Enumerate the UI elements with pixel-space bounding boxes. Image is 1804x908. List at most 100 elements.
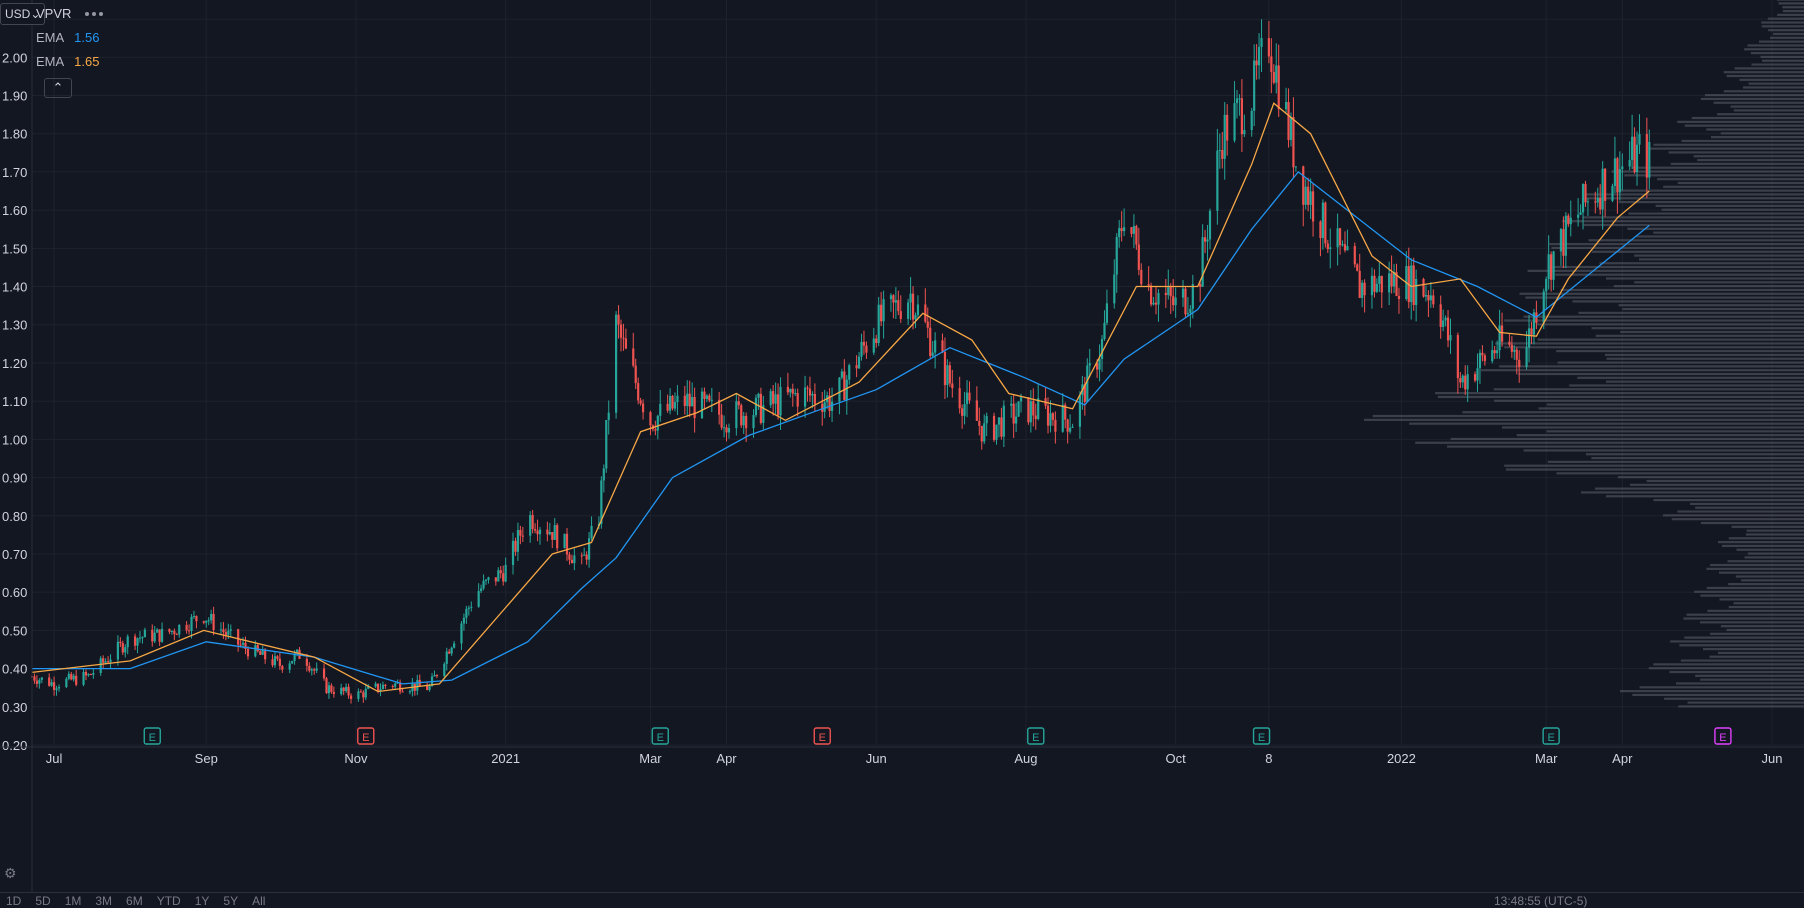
volume-profile-bar [1726,74,1804,78]
candle-body [219,629,223,631]
tf-3m[interactable]: 3M [95,894,113,908]
candle-body [1191,284,1194,309]
volume-profile-bar [1758,40,1804,43]
candle-body [914,315,917,320]
candle-body [224,632,227,635]
candle-body [1326,243,1329,250]
candle-body [305,658,308,666]
gear-icon[interactable]: ⚙ [4,865,17,881]
candle-body [1424,294,1428,297]
volume-profile-bar [1709,655,1804,658]
volume-profile-bar [1741,579,1804,582]
volume-profile-bar [1700,521,1804,525]
volume-profile-bar [1684,636,1804,639]
tf-5d[interactable]: 5D [35,894,51,908]
more-dots-icon[interactable] [85,12,104,16]
earnings-marker[interactable]: E [651,727,669,745]
volume-profile-bar [1551,246,1804,250]
earnings-marker[interactable]: E [357,727,375,745]
candle-body [941,340,944,353]
earnings-marker[interactable]: E [1542,727,1560,745]
candle-body [229,629,232,631]
candle-body [951,383,954,389]
volume-profile-bar [1699,621,1804,624]
candle-body [381,684,385,690]
currency-selector[interactable]: USD⌄ [0,3,46,25]
legend-ema-fast[interactable]: EMA 1.56 [36,26,103,50]
candle-body [158,629,161,642]
candle-body [1356,264,1359,271]
volume-profile-bar [1777,13,1804,16]
earnings-marker[interactable]: E [143,727,161,745]
candle-body [261,649,264,655]
candle-body [72,675,75,680]
candle-body [907,302,910,319]
earnings-marker[interactable]: E [1714,727,1732,745]
volume-profile-bar [1617,476,1804,479]
ema-fast-value: 1.56 [74,30,100,45]
volume-profile-bar [1697,158,1804,162]
tf-6m[interactable]: 6M [126,894,143,908]
collapse-legend-button[interactable]: ⌃ [44,78,72,98]
volume-profile-bar [1595,334,1804,337]
volume-profile-bar [1718,571,1804,574]
volume-profile-bar [1501,426,1804,429]
volume-profile-bar [1462,411,1804,414]
candle-body [877,304,880,344]
candle-body [1253,60,1256,111]
candle-body [322,668,326,679]
candle-body [602,468,605,481]
candle-body [934,340,937,353]
candle-body [1238,98,1241,100]
time-tick-label: Jun [866,751,887,766]
volume-profile-bar [1717,651,1804,655]
volume-profile-bar [1747,552,1804,555]
volume-profile-bar [1687,701,1804,704]
candle-body [786,386,789,393]
candle-body [531,515,534,530]
volume-profile-bar [1727,560,1804,563]
volume-profile-bar [1691,116,1804,120]
candle-body [57,686,61,689]
volume-profile-bar [1761,21,1804,24]
legend-ema-slow[interactable]: EMA 1.65 [36,50,103,74]
candle-body [359,691,362,693]
candle-body [1476,368,1479,381]
earnings-marker[interactable]: E [1252,727,1271,745]
candle-body [293,653,296,661]
candle-body [504,564,507,582]
tf-ytd[interactable]: YTD [156,894,181,908]
candle-body [514,540,517,552]
candle-body [170,630,173,632]
candle-body [362,692,365,698]
tf-1d[interactable]: 1D [6,894,22,908]
candle-body [1611,185,1614,201]
candle-body [1267,38,1270,57]
candle-body [556,525,559,549]
candle-body [1098,358,1101,370]
candle-body [1618,169,1621,193]
candle-body [794,393,797,395]
candle-body [872,338,875,353]
candle-body [1336,228,1339,248]
candle-body [401,691,404,693]
candle-body [1515,349,1518,360]
tf-1y[interactable]: 1Y [194,894,210,908]
volume-profile-bar [1720,132,1804,135]
tf-1m[interactable]: 1M [64,894,82,908]
candle-body [1118,228,1121,237]
tf-5y[interactable]: 5Y [223,894,239,908]
candle-body [254,645,257,657]
volume-profile-bar [1675,682,1804,685]
tf-all[interactable]: All [252,894,266,908]
candle-body [347,686,350,696]
candle-body [916,304,920,316]
volume-profile-bar [1634,254,1804,257]
earnings-marker[interactable]: E [1027,727,1045,745]
volume-profile-bar [1546,430,1804,433]
earnings-marker[interactable]: E [813,727,831,745]
volume-profile-bar [1662,514,1804,517]
candle-body [1061,404,1064,432]
